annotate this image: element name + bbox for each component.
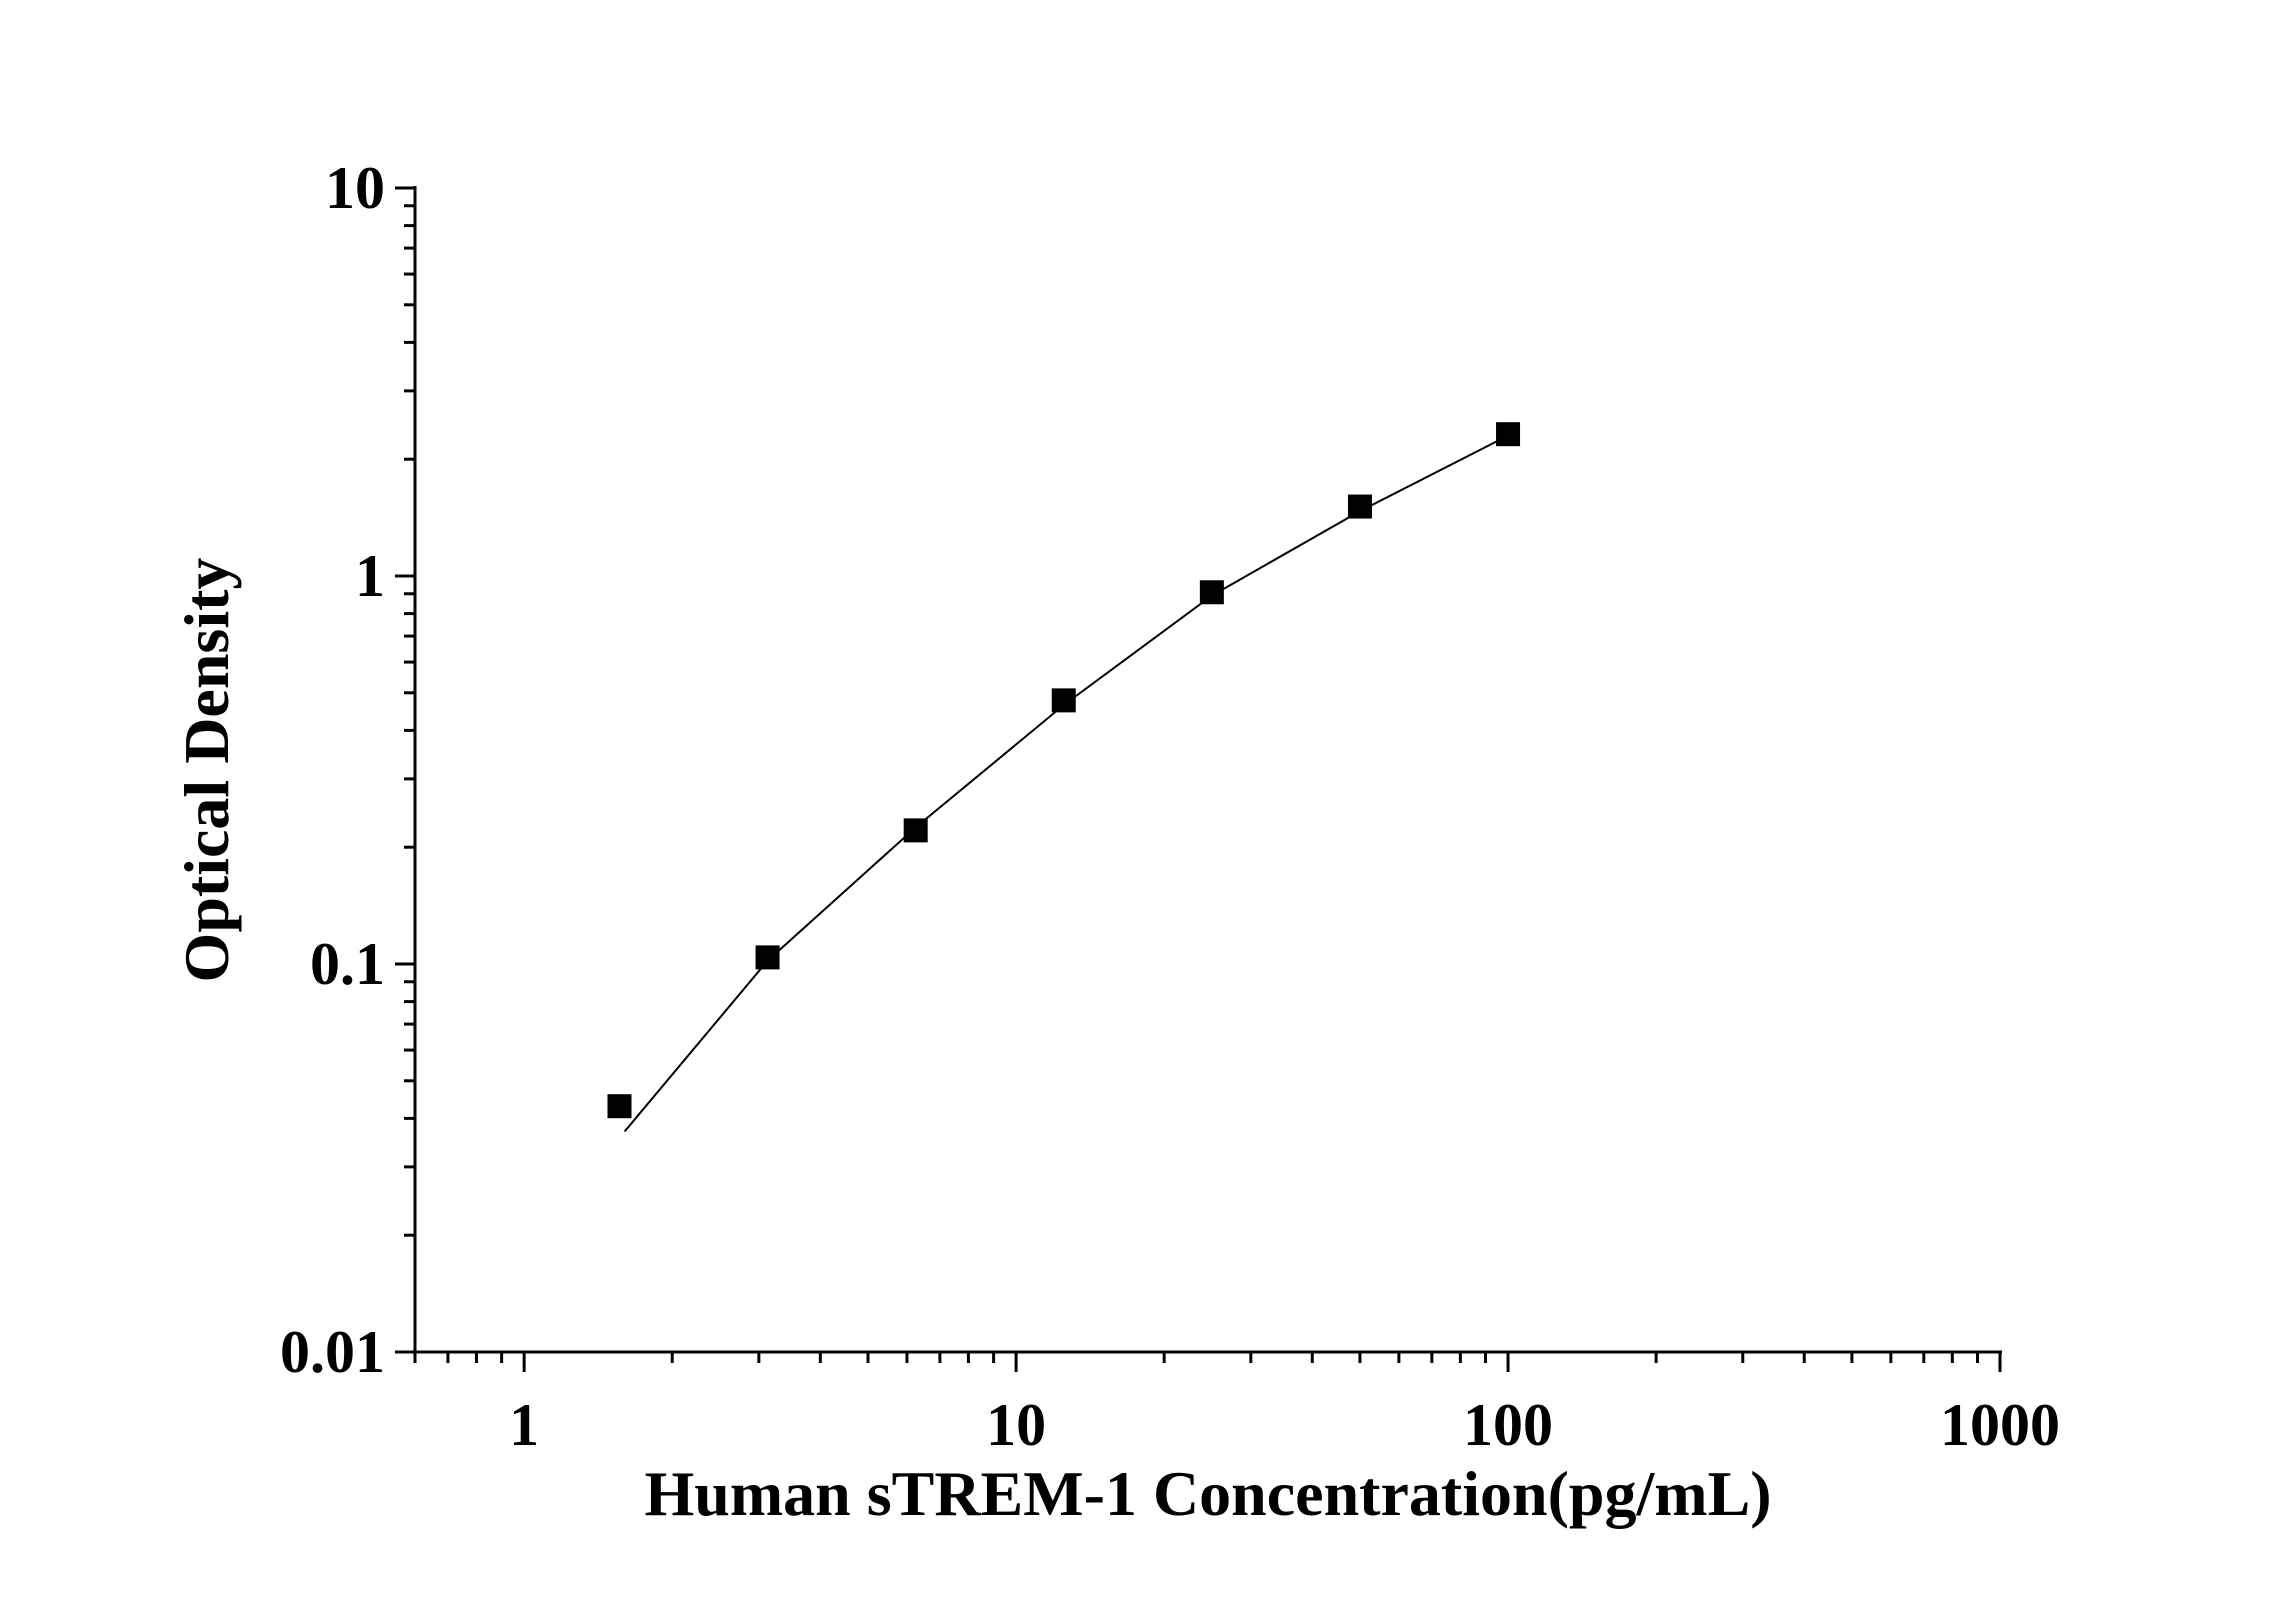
x-tick-label: 100	[1463, 1392, 1553, 1458]
data-point	[1347, 494, 1372, 519]
data-point	[1051, 688, 1076, 713]
y-tick-label: 1	[355, 543, 385, 609]
y-tick-label: 10	[325, 155, 385, 221]
fit-curve	[623, 434, 1509, 1133]
axes	[413, 186, 2002, 1354]
data-point	[755, 945, 780, 970]
y-tick-label: 0.01	[280, 1319, 385, 1385]
x-axis-label: Human sTREM-1 Concentration(pg/mL)	[644, 1458, 1771, 1529]
ticks: 1 10 100 1000 0.01 0.1 1 10	[280, 155, 2060, 1458]
data-point	[607, 1094, 632, 1119]
data-points	[607, 422, 1521, 1119]
data-point	[1496, 422, 1521, 447]
data-point	[903, 818, 928, 843]
y-axis-label: Optical Density	[171, 558, 242, 983]
y-tick-label: 0.1	[310, 931, 385, 997]
x-tick-label: 10	[986, 1392, 1046, 1458]
x-tick-label: 1000	[1940, 1392, 2060, 1458]
data-point	[1199, 580, 1224, 605]
x-tick-label: 1	[509, 1392, 539, 1458]
